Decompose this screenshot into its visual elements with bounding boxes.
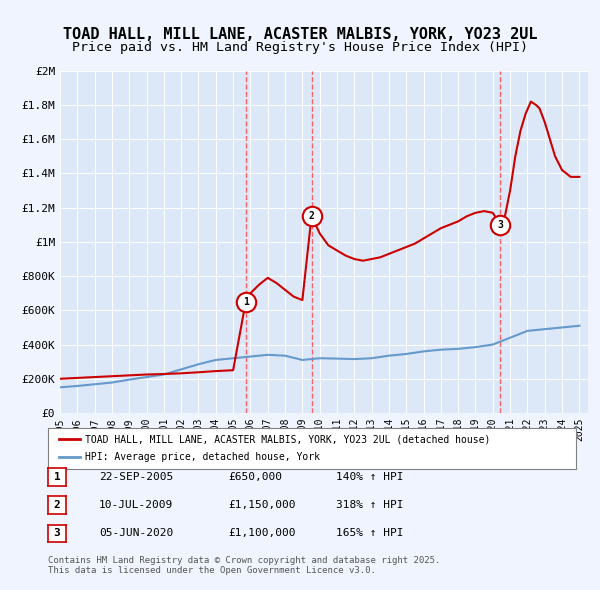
Text: 1: 1	[243, 297, 248, 307]
Text: TOAD HALL, MILL LANE, ACASTER MALBIS, YORK, YO23 2UL: TOAD HALL, MILL LANE, ACASTER MALBIS, YO…	[63, 27, 537, 41]
Text: £650,000: £650,000	[228, 472, 282, 481]
Text: Contains HM Land Registry data © Crown copyright and database right 2025.
This d: Contains HM Land Registry data © Crown c…	[48, 556, 440, 575]
Text: 2: 2	[308, 211, 314, 221]
Text: 1: 1	[53, 472, 61, 481]
Text: 318% ↑ HPI: 318% ↑ HPI	[336, 500, 404, 510]
Text: TOAD HALL, MILL LANE, ACASTER MALBIS, YORK, YO23 2UL (detached house): TOAD HALL, MILL LANE, ACASTER MALBIS, YO…	[85, 434, 490, 444]
Text: 3: 3	[53, 529, 61, 538]
Text: 22-SEP-2005: 22-SEP-2005	[99, 472, 173, 481]
Text: Price paid vs. HM Land Registry's House Price Index (HPI): Price paid vs. HM Land Registry's House …	[72, 41, 528, 54]
Text: £1,150,000: £1,150,000	[228, 500, 296, 510]
Text: 140% ↑ HPI: 140% ↑ HPI	[336, 472, 404, 481]
Text: 165% ↑ HPI: 165% ↑ HPI	[336, 529, 404, 538]
Text: 2: 2	[53, 500, 61, 510]
Text: 05-JUN-2020: 05-JUN-2020	[99, 529, 173, 538]
Text: 10-JUL-2009: 10-JUL-2009	[99, 500, 173, 510]
Text: 3: 3	[497, 220, 503, 230]
Text: £1,100,000: £1,100,000	[228, 529, 296, 538]
Text: HPI: Average price, detached house, York: HPI: Average price, detached house, York	[85, 453, 320, 463]
